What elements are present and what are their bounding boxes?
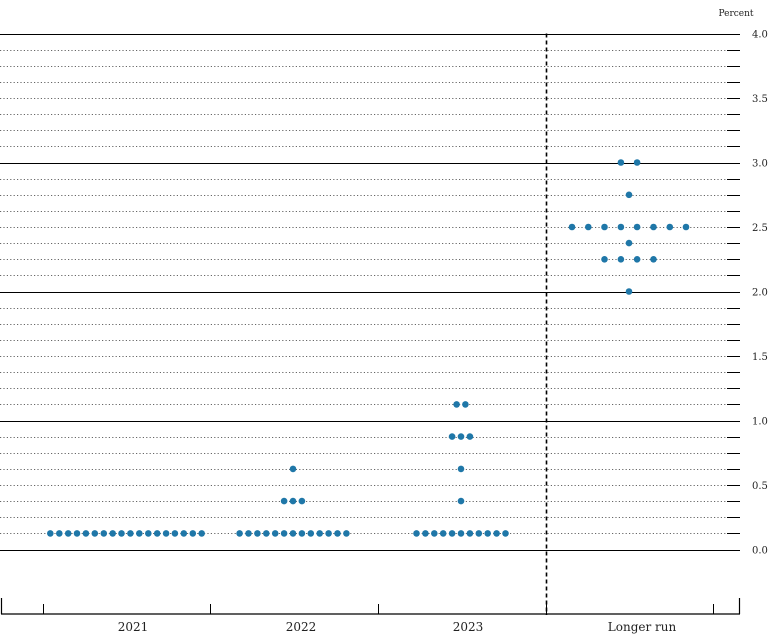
data-dot <box>484 530 492 537</box>
data-dot <box>280 530 288 537</box>
data-dot <box>585 223 592 231</box>
x-tick-label: 2022 <box>286 620 317 634</box>
data-dot <box>625 288 633 295</box>
x-axis: 2021 2022 2023 Longer run <box>0 598 741 634</box>
y-tick-label: 0.0 <box>752 546 768 557</box>
data-dot <box>100 530 108 537</box>
data-dot <box>625 191 633 199</box>
data-dot <box>625 239 633 247</box>
data-dot <box>109 530 116 537</box>
data-dot <box>617 159 625 166</box>
data-dot <box>289 497 297 505</box>
data-dot <box>334 530 341 537</box>
data-dot <box>289 465 297 473</box>
y-tick-label: 0.5 <box>752 481 768 492</box>
data-dot <box>316 530 324 537</box>
data-dot <box>189 530 197 537</box>
data-dot <box>263 530 270 537</box>
data-dot <box>475 530 483 537</box>
data-dot <box>56 530 63 537</box>
y-tick-label: 3.0 <box>752 159 768 170</box>
y-tick-label: 1.5 <box>752 352 768 363</box>
data-dot <box>466 530 474 537</box>
data-dots <box>47 159 690 537</box>
data-dot <box>601 255 608 263</box>
data-dot <box>118 530 125 537</box>
unit-label: Percent <box>718 9 753 19</box>
data-dot <box>462 401 469 408</box>
data-dot <box>493 530 500 537</box>
data-dot <box>136 530 143 537</box>
data-dot <box>289 530 297 537</box>
data-dot <box>64 530 72 537</box>
data-dot <box>145 530 152 537</box>
data-dot <box>171 530 179 537</box>
data-dot <box>666 223 674 231</box>
data-dot <box>343 530 350 537</box>
data-dot <box>198 530 205 537</box>
data-dot <box>633 223 641 231</box>
data-dot <box>298 497 306 505</box>
data-dot <box>457 530 465 537</box>
y-axis: 0.0 0.5 1.0 1.5 2.0 2.5 3.0 3.5 4.0 <box>752 30 768 557</box>
data-dot <box>271 530 279 537</box>
data-dot <box>617 255 625 263</box>
data-dot <box>466 433 474 440</box>
data-dot <box>307 530 315 537</box>
data-dot <box>457 433 465 440</box>
y-tick-label: 2.0 <box>752 288 768 299</box>
x-tick-label: 2023 <box>453 620 484 634</box>
data-dot <box>439 530 447 537</box>
y-tick-label: 1.0 <box>752 417 768 428</box>
data-dot <box>568 223 576 231</box>
data-dot <box>236 530 243 537</box>
data-dot <box>633 255 641 263</box>
data-dot <box>47 530 54 537</box>
data-dot <box>325 530 332 537</box>
data-dot <box>245 530 252 537</box>
data-dot <box>502 530 509 537</box>
y-tick-label: 2.5 <box>752 223 768 234</box>
data-dot <box>162 530 170 537</box>
data-dot <box>280 497 288 505</box>
data-dot <box>413 530 420 537</box>
grid-layer <box>0 33 740 615</box>
data-dot <box>431 530 438 537</box>
data-dot <box>254 530 261 537</box>
data-dot <box>601 223 608 231</box>
data-dot <box>127 530 134 537</box>
data-dot <box>682 223 690 231</box>
y-tick-label: 4.0 <box>752 30 768 41</box>
data-dot <box>448 433 456 440</box>
x-tick-label: 2021 <box>118 620 149 634</box>
data-dot <box>73 530 81 537</box>
data-dot <box>448 530 456 537</box>
data-dot <box>82 530 90 537</box>
data-dot <box>91 530 99 537</box>
data-dot <box>633 159 641 166</box>
data-dot <box>650 255 657 263</box>
data-dot <box>650 223 657 231</box>
data-dot <box>617 223 625 231</box>
data-dot <box>457 497 465 505</box>
data-dot <box>153 530 161 537</box>
data-dot <box>180 530 188 537</box>
y-tick-label: 3.5 <box>752 94 768 105</box>
x-tick-label: Longer run <box>608 620 677 634</box>
data-dot <box>298 530 306 537</box>
data-dot <box>422 530 429 537</box>
data-dot <box>453 401 460 408</box>
data-dot <box>457 465 465 473</box>
